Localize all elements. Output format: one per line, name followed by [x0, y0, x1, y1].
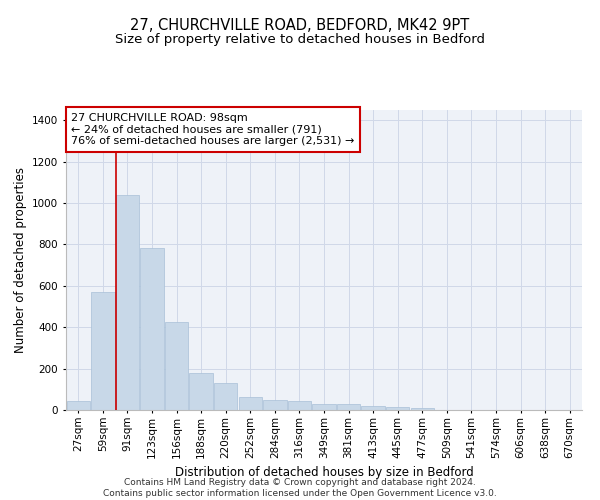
Bar — [386, 406, 409, 410]
Bar — [116, 195, 139, 410]
Y-axis label: Number of detached properties: Number of detached properties — [14, 167, 26, 353]
Bar — [337, 404, 360, 410]
Bar — [410, 408, 434, 410]
Text: 27 CHURCHVILLE ROAD: 98sqm
← 24% of detached houses are smaller (791)
76% of sem: 27 CHURCHVILLE ROAD: 98sqm ← 24% of deta… — [71, 113, 355, 146]
Bar — [361, 406, 385, 410]
Bar — [140, 248, 164, 410]
Bar — [313, 404, 335, 410]
Bar — [190, 373, 213, 410]
Bar — [67, 400, 90, 410]
Text: Contains HM Land Registry data © Crown copyright and database right 2024.
Contai: Contains HM Land Registry data © Crown c… — [103, 478, 497, 498]
Bar — [288, 400, 311, 410]
Bar — [165, 322, 188, 410]
Bar — [263, 400, 287, 410]
X-axis label: Distribution of detached houses by size in Bedford: Distribution of detached houses by size … — [175, 466, 473, 479]
Bar — [91, 292, 115, 410]
Text: 27, CHURCHVILLE ROAD, BEDFORD, MK42 9PT: 27, CHURCHVILLE ROAD, BEDFORD, MK42 9PT — [130, 18, 470, 32]
Bar — [239, 396, 262, 410]
Text: Size of property relative to detached houses in Bedford: Size of property relative to detached ho… — [115, 32, 485, 46]
Bar — [214, 383, 238, 410]
